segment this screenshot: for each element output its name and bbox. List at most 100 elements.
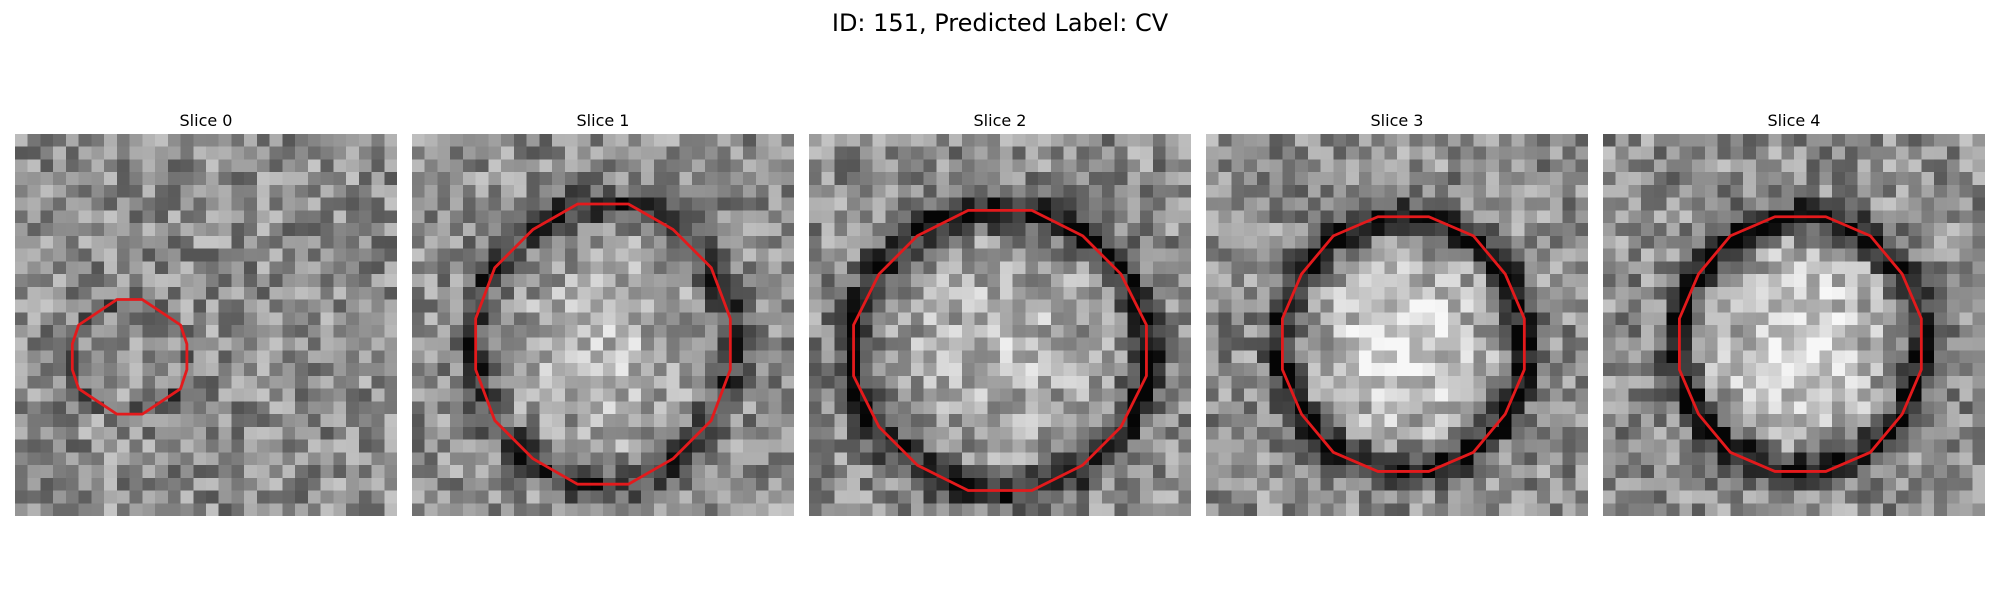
pixel [1089,465,1103,479]
pixel [167,426,181,440]
pixel [577,337,591,351]
pixel [949,325,963,338]
pixel [936,388,950,402]
pixel [1832,490,1846,504]
pixel [1460,350,1474,364]
pixel [1692,477,1706,491]
pixel [462,503,476,516]
pixel [333,503,347,516]
pixel [1524,401,1538,415]
pixel [910,184,924,198]
pixel [282,235,296,249]
pixel [1409,452,1423,466]
pixel [526,477,540,491]
pixel [821,375,835,389]
pixel [1857,401,1871,415]
pixel [1549,134,1563,147]
pixel [1730,146,1744,160]
pixel [1781,363,1795,377]
pixel [1562,274,1576,288]
pixel [1832,375,1846,389]
pixel [1498,388,1512,402]
pixel [91,184,105,198]
pixel [1537,312,1551,326]
pixel [717,159,731,173]
pixel [564,401,578,415]
pixel [821,223,835,237]
pixel [1346,197,1360,211]
pixel [1397,223,1410,237]
pixel [437,452,451,466]
pixel [1000,235,1013,249]
pixel [1218,388,1232,402]
pixel [231,223,245,237]
pixel [155,184,169,198]
pixel [961,426,975,440]
pixel [1333,248,1347,262]
pixel [91,414,105,428]
pixel [859,375,873,389]
pixel [679,375,693,389]
pixel [501,159,515,173]
pixel [1063,363,1077,377]
pixel [653,235,667,249]
pixel [1666,299,1680,313]
pixel [1921,452,1935,466]
pixel [641,134,655,147]
pixel [15,286,28,300]
pixel [834,426,848,440]
pixel [1307,350,1321,364]
pixel [1819,261,1833,275]
pixel [193,159,207,173]
pixel [1371,490,1385,504]
pixel [730,414,744,428]
pixel [424,235,438,249]
pixel [1666,261,1680,275]
pixel [1231,197,1245,211]
pixel [501,477,515,491]
pixel [1653,477,1667,491]
pixel [1063,337,1077,351]
pixel [40,452,54,466]
pixel [590,465,604,479]
pixel [603,337,616,351]
pixel [1511,312,1525,326]
pixel [167,286,181,300]
pixel [885,274,899,288]
pixel [692,235,706,249]
pixel [1768,426,1782,440]
pixel [564,261,578,275]
pixel [653,375,667,389]
pixel [1320,274,1334,288]
pixel [1641,388,1655,402]
pixel [936,299,950,313]
pixel [1038,159,1052,173]
pixel [666,401,680,415]
pixel [1435,197,1449,211]
pixel [412,337,425,351]
pixel [1244,350,1258,364]
pixel [218,172,232,186]
pixel [1333,312,1347,326]
pixel [1946,159,1960,173]
pixel [1603,503,1616,516]
pixel [320,299,334,313]
pixel [1692,388,1706,402]
pixel [1409,274,1423,288]
pixel [1050,426,1064,440]
pixel [1089,210,1103,224]
pixel [1781,414,1795,428]
pixel [282,414,296,428]
pixel [1358,146,1372,160]
pixel [1549,210,1563,224]
pixel [1641,337,1655,351]
pixel [206,210,219,224]
pixel [1000,350,1013,364]
pixel [256,146,270,160]
pixel [1934,503,1948,516]
pixel [577,325,591,338]
pixel [424,286,438,300]
pixel [692,363,706,377]
pixel [1511,363,1525,377]
pixel [193,490,207,504]
